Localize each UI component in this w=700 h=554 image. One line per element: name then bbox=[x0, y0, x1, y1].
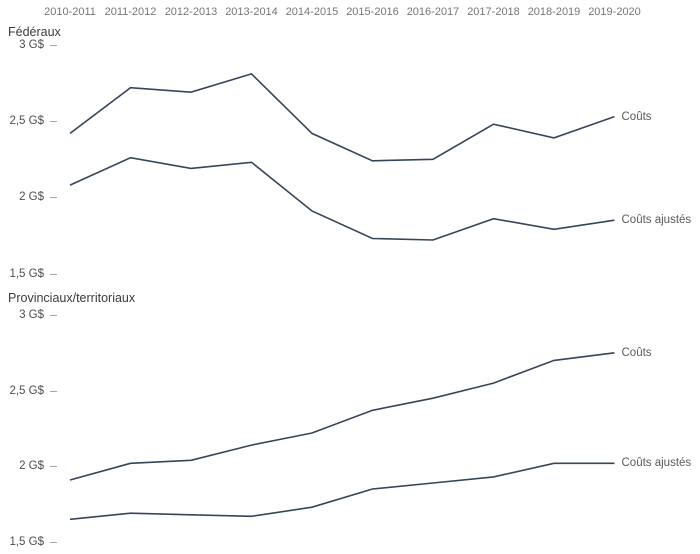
y-tick-label: 2,5 G$ bbox=[9, 115, 44, 128]
series-end-label-couts: Coûts bbox=[621, 110, 652, 123]
series-line-couts-ajustes bbox=[69, 462, 615, 521]
x-axis-label: 2015-2016 bbox=[346, 6, 399, 18]
y-tick-label: 3 G$ bbox=[19, 309, 44, 321]
chart-title-federal: Fédéraux bbox=[8, 25, 61, 39]
series-line-couts bbox=[69, 352, 615, 481]
y-tick-mark bbox=[50, 45, 57, 46]
y-tick-mark bbox=[50, 542, 57, 543]
y-tick-mark bbox=[50, 197, 57, 199]
y-tick-label: 1,5 G$ bbox=[9, 267, 44, 280]
x-axis-label: 2019-2020 bbox=[588, 6, 641, 18]
chart-title-provincial: Provinciaux/territoriaux bbox=[8, 291, 136, 305]
x-axis-label: 2012-2013 bbox=[164, 6, 218, 18]
x-axis-label: 2016-2017 bbox=[406, 6, 460, 18]
series-end-label-couts-ajustes: Coûts ajustés bbox=[621, 457, 692, 470]
y-tick-mark bbox=[50, 466, 57, 468]
x-axis-label: 2018-2019 bbox=[527, 6, 581, 18]
y-tick-label: 2 G$ bbox=[19, 191, 44, 204]
y-tick-label: 2,5 G$ bbox=[9, 384, 44, 397]
y-tick-mark bbox=[50, 315, 57, 316]
x-axis-label: 2014-2015 bbox=[285, 6, 339, 18]
series-line-couts-ajustes bbox=[69, 156, 615, 241]
y-tick-label: 3 G$ bbox=[19, 39, 44, 51]
x-axis-label: 2010-2011 bbox=[44, 6, 96, 18]
y-tick-mark bbox=[50, 390, 57, 392]
series-end-label-couts-ajustes: Coûts ajustés bbox=[621, 214, 692, 227]
y-tick-label: 2 G$ bbox=[19, 460, 44, 473]
y-tick-label: 1,5 G$ bbox=[9, 536, 44, 548]
x-axis-label: 2013-2014 bbox=[225, 6, 278, 18]
series-end-label-couts: Coûts bbox=[621, 346, 652, 359]
y-tick-mark bbox=[50, 273, 57, 275]
x-axis-label: 2011-2012 bbox=[104, 6, 157, 18]
series-line-couts bbox=[69, 72, 615, 162]
y-tick-mark bbox=[50, 121, 57, 123]
x-axis-label: 2017-2018 bbox=[467, 6, 520, 18]
